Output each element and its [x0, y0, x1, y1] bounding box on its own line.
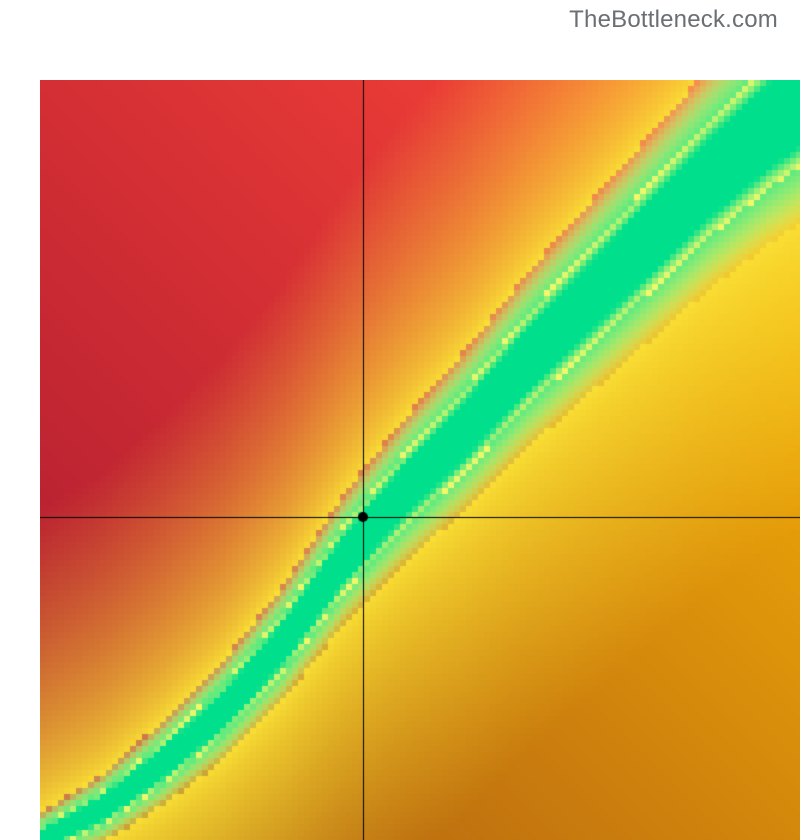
heatmap-canvas: [40, 80, 800, 840]
chart-container: TheBottleneck.com: [0, 0, 800, 800]
heatmap-chart: [20, 40, 780, 800]
watermark-text: TheBottleneck.com: [569, 6, 778, 34]
